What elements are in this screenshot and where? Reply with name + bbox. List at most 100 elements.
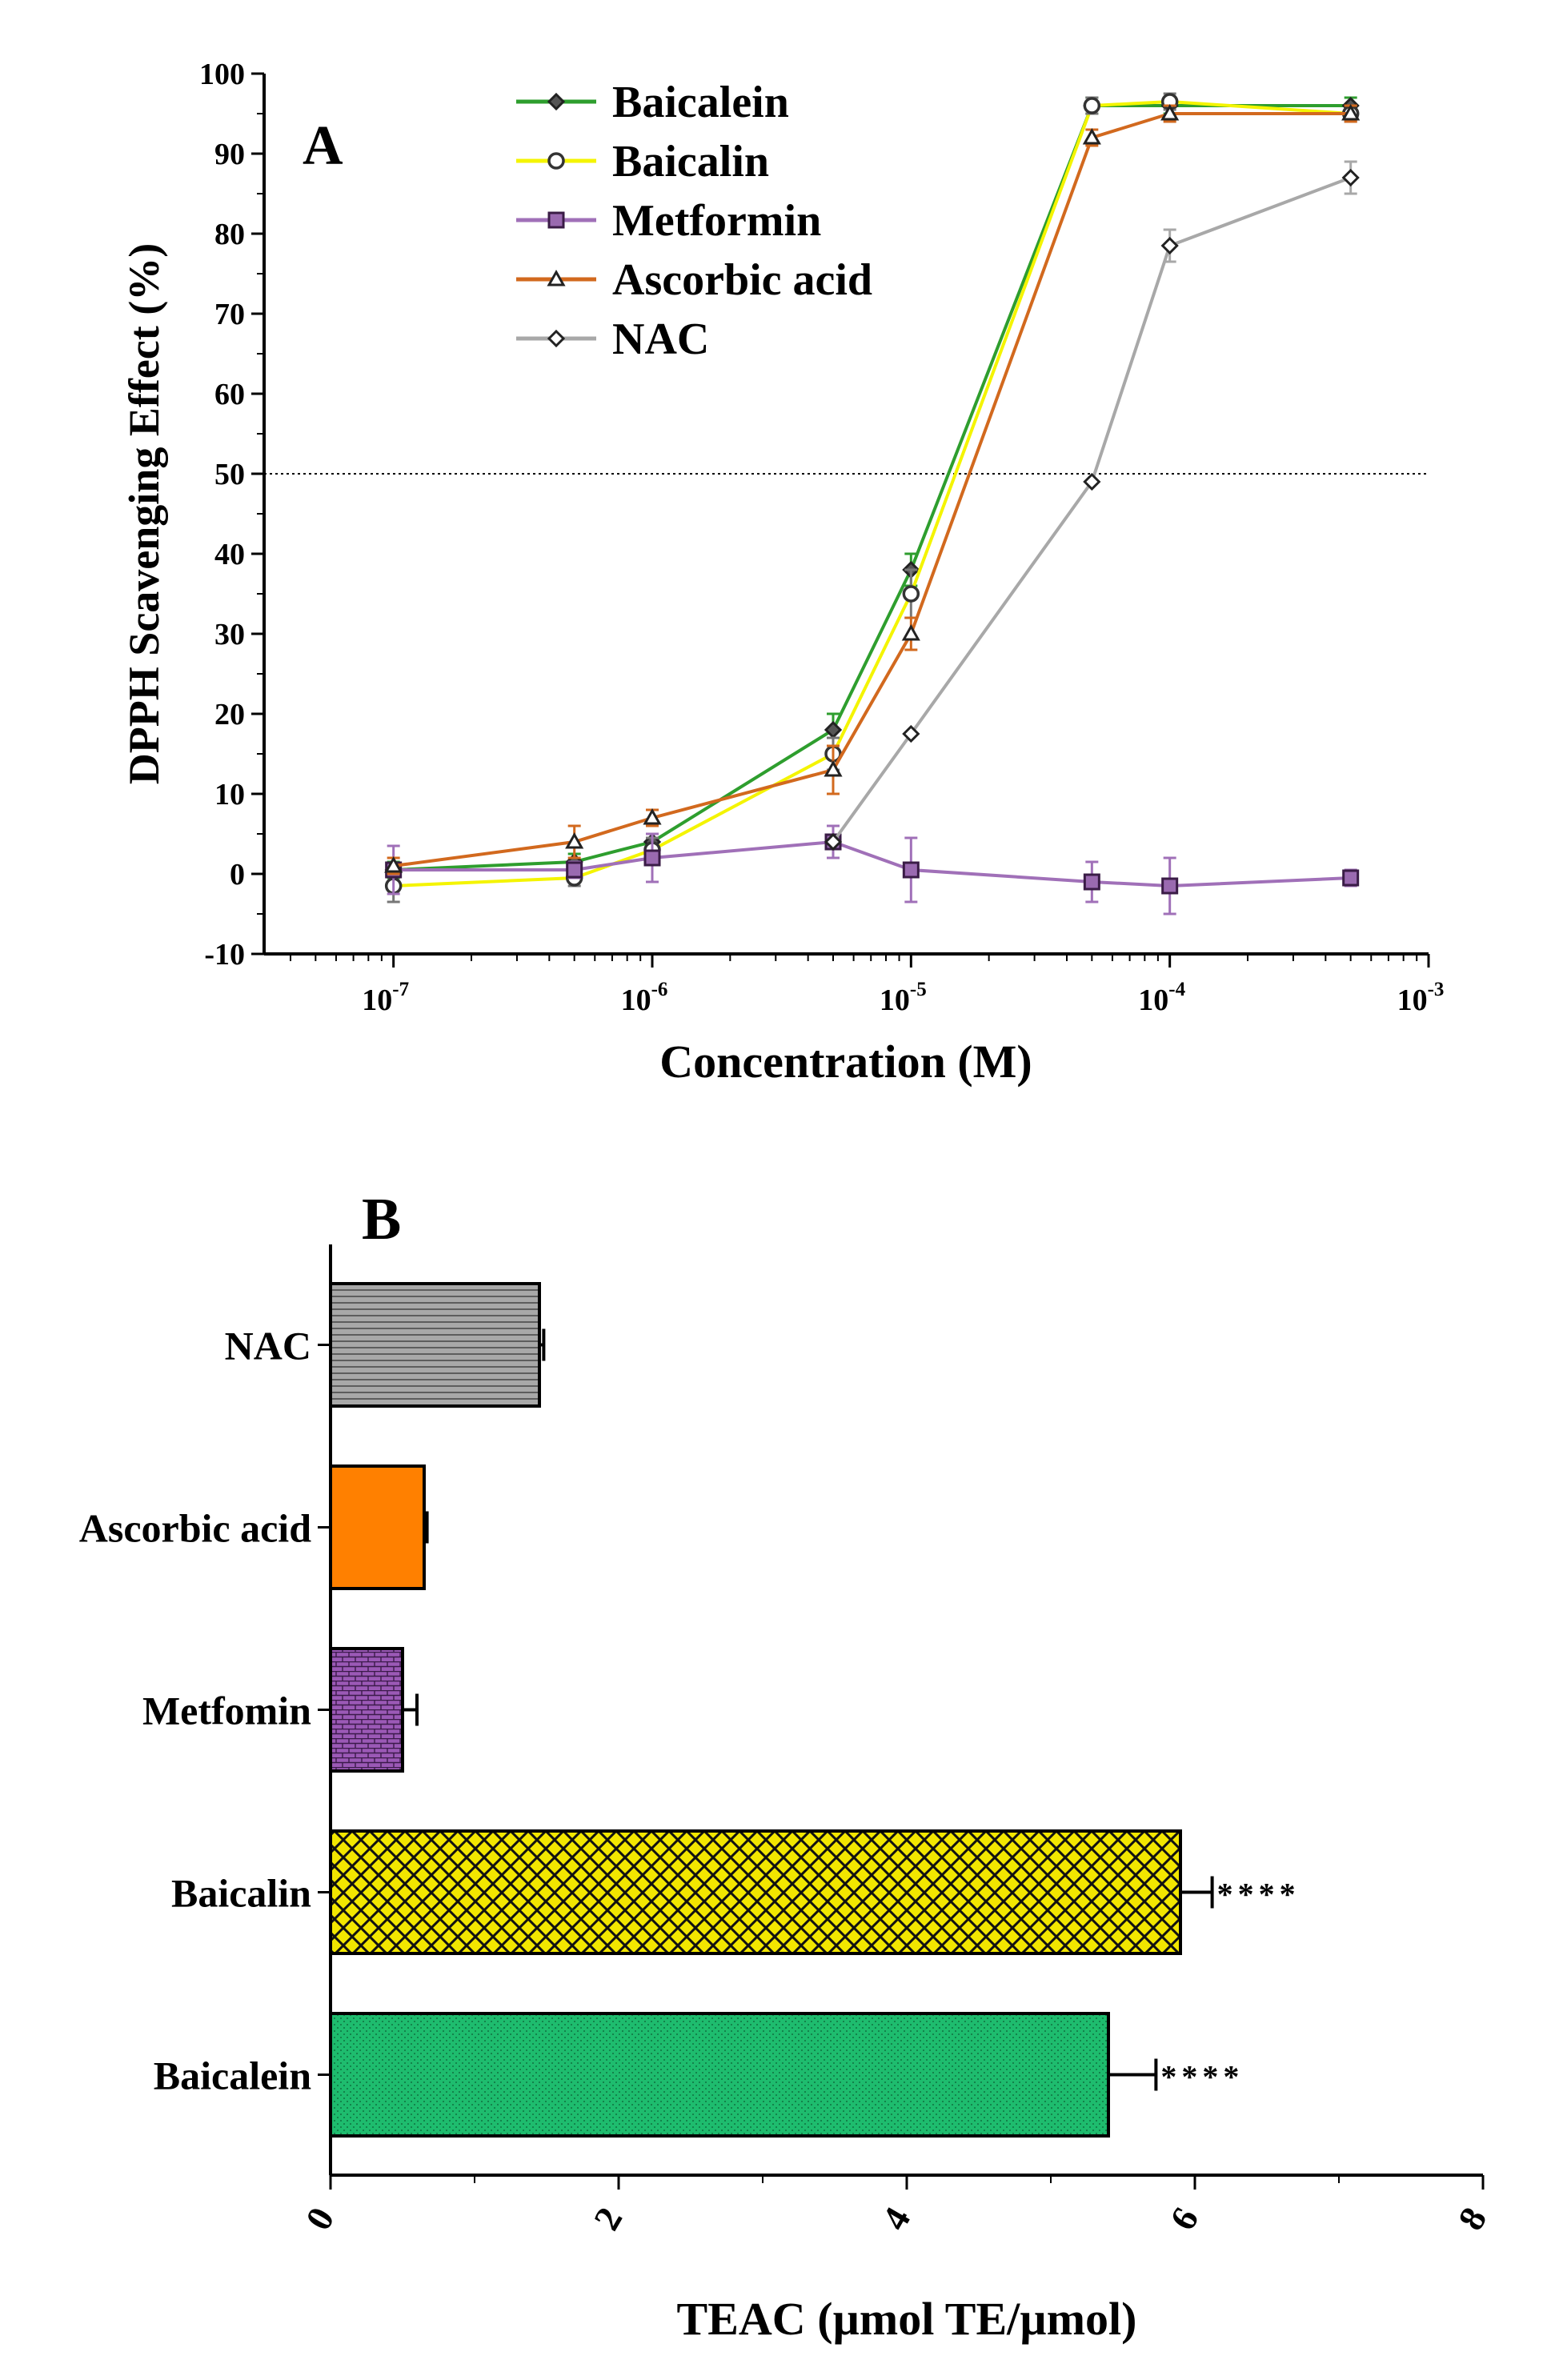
chart-a: A -10 0 10 20 30 40 50 60 70 80 90 100 10-7 10-6 10-5… [120,58,1444,1088]
legend-label: NAC [612,315,709,364]
legend-marker [547,329,566,348]
bar-baicalin [329,1829,1182,1955]
x-ticks-a: 10-7 10-6 10-5 10-4 10-3 [289,954,1445,1017]
y-tick-label-a: 50 [214,458,245,491]
data-point [1160,103,1180,121]
data-point [1341,103,1361,121]
legend-label: Baicalin [612,137,769,186]
legend-marker [547,152,565,170]
y-tick-label-a: 70 [214,298,245,331]
legend-item: Ascorbic acid [516,255,872,305]
x-axis-title-a: Concentration (M) [659,1036,1032,1088]
series-group [384,92,1361,916]
legend-label: Ascorbic acid [612,255,872,305]
x-tick-exponent-a: -4 [1168,979,1185,1000]
x-tick-label-a: 10-5 [880,979,927,1017]
x-tick-label-b: 4 [874,2201,919,2237]
y-ticks-a: -10 0 10 20 30 40 50 60 70 80 90 100 [199,58,264,972]
data-point [824,832,843,851]
data-point [1160,236,1179,255]
x-tick-exponent-a: -6 [651,979,668,1000]
legend-item: NAC [516,315,709,364]
legend-marker [547,269,566,286]
legend-item: Baicalein [516,78,789,127]
bar-nac [329,1282,541,1408]
legend-marker [547,92,566,111]
data-point [824,720,843,739]
x-tick-exponent-a: -3 [1428,979,1445,1000]
bar-baicalein [329,2012,1110,2138]
y-tick-label-a: 0 [230,858,245,891]
series-line [393,112,1351,867]
series-line [393,839,1351,888]
data-point [565,831,584,849]
y-tick-label-a: 20 [214,698,245,731]
legend-label: Metformin [612,196,821,246]
legend-item: Metformin [516,196,821,246]
x-tick-exponent-a: -7 [392,979,409,1000]
data-point [1161,877,1179,895]
data-point [1083,873,1100,891]
significance-label: **** [1217,1877,1301,1913]
data-point [824,759,843,777]
data-point [1083,472,1101,491]
legend-a: Baicalein Baicalin Metformin Ascorbic acid N… [516,78,872,364]
x-tick-label-b: 8 [1450,2201,1495,2237]
y-tick-label-a: 10 [214,778,245,811]
x-tick-label-a: 10-7 [362,979,409,1017]
series-line [393,104,1351,871]
y-tick-label-a: 90 [214,138,245,171]
y-tick-label-a: 40 [214,538,245,571]
data-point [643,807,662,825]
data-point [1082,127,1101,145]
x-tick-label-a: 10-4 [1138,979,1185,1017]
y-tick-label-a: 30 [214,618,245,651]
series-metformin [385,824,1360,916]
data-point [1083,97,1101,114]
x-tick-label-b: 2 [586,2201,631,2237]
panel-label-b: B [362,1187,401,1252]
legend-label: Baicalein [612,78,789,127]
data-point [902,585,920,603]
x-tick-exponent-a: -5 [910,979,927,1000]
series-line [393,99,1351,887]
data-point [902,724,920,743]
legend-item: Baicalin [516,137,769,186]
x-tick-label-b: 0 [298,2201,343,2237]
series-nac [824,160,1360,851]
category-label: NAC [225,1324,311,1368]
data-point [901,623,920,641]
chart-b: B **** **** 0 2 4 6 8 NAC Ascorbic acid Metfomi… [79,1187,1495,2345]
y-tick-label-a: 80 [214,218,245,251]
series-baicalin [384,92,1360,904]
x-tick-label-b: 6 [1162,2201,1207,2237]
x-tick-label-a: 10-6 [621,979,668,1017]
series-baicalein [384,96,1360,879]
panel-label-a: A [303,115,343,177]
legend-marker [547,211,565,229]
y-tick-label-a: 60 [214,378,245,411]
category-label: Baicalin [171,1871,311,1916]
bar-metfomin [329,1647,404,1773]
y-tick-label-a: -10 [204,938,245,972]
data-point [384,855,403,873]
y-tick-label-a: 100 [199,58,245,91]
x-ticks-b: 0 2 4 6 8 [298,2175,1495,2237]
significance-label: **** [1160,2059,1244,2095]
data-point [643,849,661,867]
category-labels-b: NAC Ascorbic acid Metfomin Baicalin Baicalei… [79,1324,331,2098]
data-point [902,861,920,879]
category-label: Metfomin [142,1689,311,1733]
series-ascorbic-acid [384,103,1361,875]
category-label: Baicalein [154,2053,311,2098]
bar-ascorbic-acid [329,1464,426,1590]
bars-group: **** **** [329,1282,1301,2138]
y-axis-title-a: DPPH Scavenging Effect (%) [120,243,168,784]
x-axis-title-b: TEAC (µmol TE/µmol) [677,2293,1137,2345]
data-point [1341,168,1360,187]
x-tick-label-a: 10-3 [1397,979,1445,1017]
data-point [566,861,583,879]
data-point [1342,869,1360,887]
category-label: Ascorbic acid [79,1506,311,1551]
